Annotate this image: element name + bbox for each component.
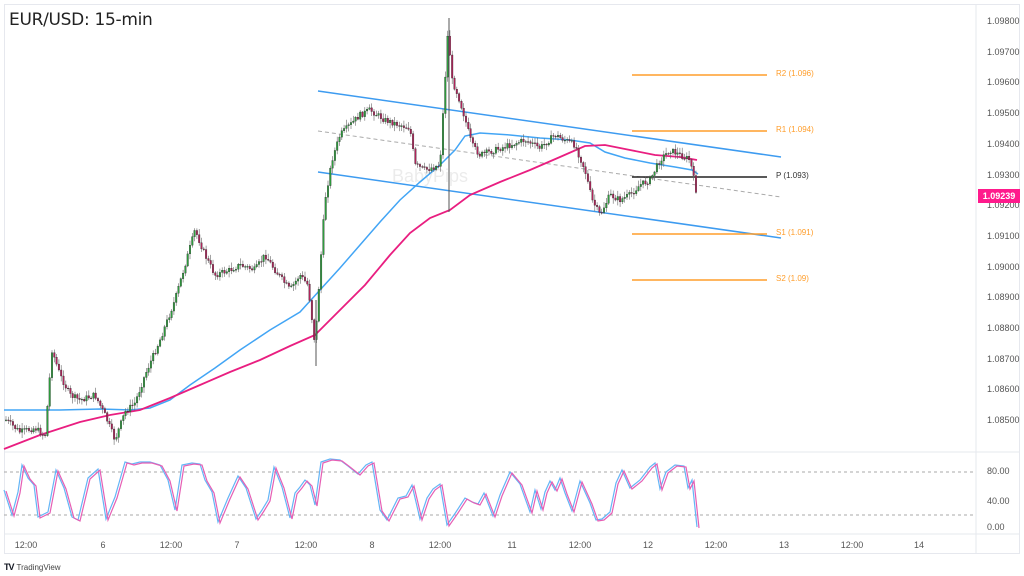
price-tick-label: 1.09800: [987, 16, 1020, 26]
pivot-label: S2 (1.09): [776, 274, 809, 283]
price-tick-label: 1.09200: [987, 200, 1020, 211]
price-tick-label: 1.08700: [987, 353, 1020, 364]
time-tick-label: 12:00: [14, 540, 38, 550]
descending-channel: [317, 90, 782, 239]
tradingview-footer[interactable]: TV TradingView: [4, 562, 61, 572]
time-tick-label: 14: [913, 540, 925, 550]
price-tick-label: 1.08800: [987, 323, 1020, 333]
tradingview-brand: TradingView: [16, 562, 61, 572]
pivot-label: R1 (1.094): [776, 125, 814, 134]
chart-title: EUR/USD: 15-min: [9, 10, 153, 30]
last-price-badge: 1.09239: [978, 189, 1020, 203]
candlesticks: [5, 18, 697, 445]
price-tick-label: 1.09100: [987, 230, 1020, 241]
pivot-label: R2 (1.096): [776, 69, 814, 78]
pivot-label: S1 (1.091): [776, 228, 814, 237]
moving-averages: [3, 132, 699, 450]
time-tick-label: 12: [642, 540, 654, 550]
stochastic-d-line: [5, 459, 700, 529]
time-tick-label: 12:00: [568, 540, 592, 550]
price-tick-label: 1.08600: [987, 384, 1020, 395]
time-tick-label: 8: [369, 540, 375, 550]
stochastic-k-line: [3, 458, 698, 528]
price-tick-label: 1.09500: [987, 108, 1020, 119]
time-tick-label: 12:00: [704, 540, 728, 550]
time-tick-label: 12:00: [294, 540, 318, 550]
pivot-label: P (1.093): [776, 171, 809, 180]
price-tick-label: 1.08900: [987, 292, 1020, 303]
time-tick-label: 12:00: [159, 540, 183, 550]
tradingview-logo-icon: TV: [4, 562, 14, 572]
price-tick-label: 1.09400: [987, 138, 1020, 149]
price-tick-label: 1.09000: [987, 261, 1020, 272]
price-tick-label: 1.09600: [987, 77, 1020, 88]
stochastic-tick-label: 0.00: [987, 522, 1005, 532]
price-tick-label: 1.09700: [987, 46, 1020, 57]
price-tick-label: 1.09300: [987, 169, 1020, 180]
time-tick-label: 12:00: [840, 540, 864, 550]
time-tick-label: 6: [100, 540, 106, 550]
time-tick-label: 12:00: [428, 540, 452, 550]
stochastic-tick-label: 80.00: [987, 466, 1010, 476]
time-tick-label: 13: [778, 540, 790, 550]
chart-frame: [4, 4, 1020, 554]
stochastic-pane[interactable]: [3, 458, 976, 529]
stochastic-tick-label: 40.00: [987, 496, 1010, 506]
time-tick-label: 11: [507, 540, 517, 550]
time-tick-label: 7: [234, 540, 240, 550]
price-tick-label: 1.08500: [987, 415, 1020, 426]
